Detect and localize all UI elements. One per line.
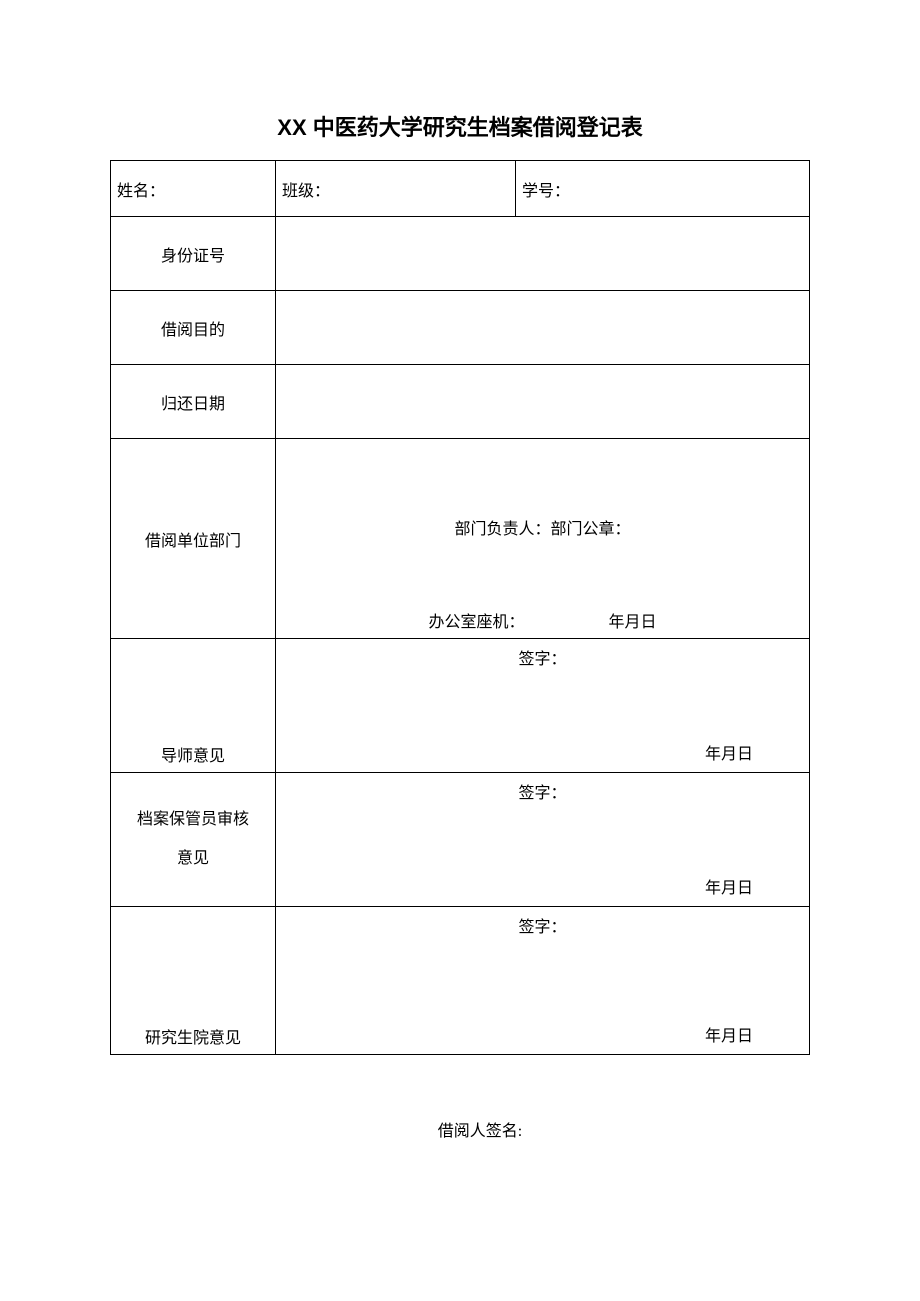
id-number-label: 身份证号	[111, 217, 276, 291]
archivist-line2: 意见	[177, 850, 209, 867]
grad-school-cell: 签字： 年月日	[276, 907, 810, 1055]
grad-school-date: 年月日	[705, 1022, 753, 1046]
grad-school-row: 研究生院意见 签字： 年月日	[111, 907, 810, 1055]
student-id-label: 学号：	[516, 161, 810, 217]
return-date-cell	[276, 365, 810, 439]
borrower-signature-label: 借阅人签名:	[110, 1117, 810, 1141]
grad-school-label: 研究生院意见	[111, 907, 276, 1055]
office-phone-label: 办公室座机：	[428, 608, 524, 632]
registration-table: 姓名： 班级： 学号： 身份证号 借阅目的 归还日期 借阅单位部门 部门负责人：…	[110, 160, 810, 1055]
archivist-line1: 档案保管员审核	[137, 811, 249, 828]
header-row: 姓名： 班级： 学号：	[111, 161, 810, 217]
dept-cell: 部门负责人：部门公章： 办公室座机： 年月日	[276, 439, 810, 639]
advisor-row: 导师意见 签字： 年月日	[111, 639, 810, 773]
grad-school-sign-label: 签字：	[276, 913, 809, 937]
archivist-date: 年月日	[705, 874, 753, 898]
dept-bottom-line: 办公室座机： 年月日	[276, 608, 809, 632]
archivist-sign-label: 签字：	[276, 779, 809, 803]
dept-row: 借阅单位部门 部门负责人：部门公章： 办公室座机： 年月日	[111, 439, 810, 639]
id-number-row: 身份证号	[111, 217, 810, 291]
advisor-date: 年月日	[705, 740, 753, 764]
purpose-label: 借阅目的	[111, 291, 276, 365]
return-date-label: 归还日期	[111, 365, 276, 439]
return-date-row: 归还日期	[111, 365, 810, 439]
dept-label: 借阅单位部门	[111, 439, 276, 639]
dept-date: 年月日	[609, 608, 657, 632]
class-label: 班级：	[276, 161, 516, 217]
purpose-cell	[276, 291, 810, 365]
advisor-cell: 签字： 年月日	[276, 639, 810, 773]
advisor-label: 导师意见	[111, 639, 276, 773]
page-title: XX 中医药大学研究生档案借阅登记表	[110, 110, 810, 142]
dept-leader-text: 部门负责人：部门公章：	[276, 515, 809, 539]
purpose-row: 借阅目的	[111, 291, 810, 365]
id-number-cell	[276, 217, 810, 291]
advisor-sign-label: 签字：	[276, 645, 809, 669]
name-label: 姓名：	[111, 161, 276, 217]
archivist-label: 档案保管员审核 意见	[111, 773, 276, 907]
archivist-row: 档案保管员审核 意见 签字： 年月日	[111, 773, 810, 907]
archivist-cell: 签字： 年月日	[276, 773, 810, 907]
